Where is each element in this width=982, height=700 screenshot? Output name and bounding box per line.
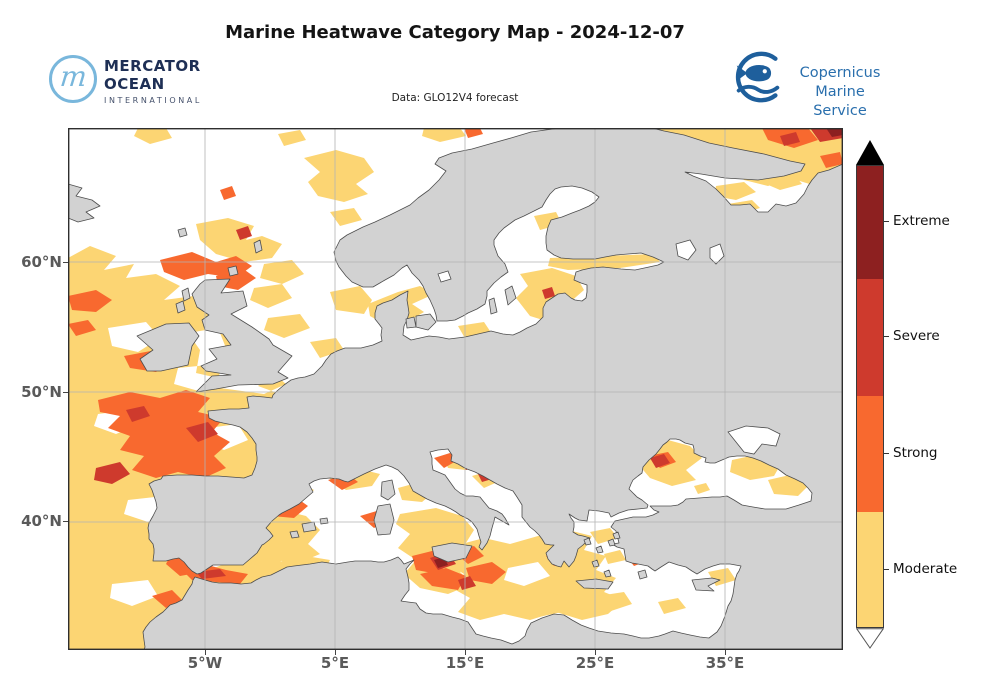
island-ireland [136,322,200,372]
patch-strong-far-west [68,290,112,336]
lon-tick-35e [725,650,727,655]
island-sicily [431,542,473,563]
lat-tick-40n [63,521,68,523]
land-layer [67,127,844,651]
colorbar-tick-severe [884,336,889,338]
mercator-line2: OCEAN [104,75,165,93]
lon-label-5e: 5°E [320,654,350,672]
patch-moderate-scotland-shelf [196,218,304,284]
lat-label-40n: 40°N [21,512,62,530]
lon-label-15e: 15°E [445,654,485,672]
lat-label-60n: 60°N [21,253,62,271]
colorbar-label-strong: Strong [893,445,938,461]
lat-tick-60n [63,262,68,264]
land-eurasia-africa [142,127,844,651]
lake-ladoga [675,239,697,261]
mercator-line3: INTERNATIONAL [104,96,202,105]
lon-label-25e: 25°E [575,654,615,672]
lon-tick-15e [465,650,467,655]
patch-severe-scotland-dot [236,226,252,240]
lake-vanern [437,270,452,283]
patch-moderate-norwegian-sea [134,128,466,226]
patch-severe-barents [780,128,843,146]
lat-label-50n: 50°N [21,383,62,401]
colorbar-bar [856,165,884,628]
patch-severe-black-sea-nw [650,454,670,468]
colorbar-label-moderate: Moderate [893,561,958,577]
patch-moderate-baltic [458,212,660,340]
sea-of-azov [727,425,781,455]
island-iceland-tip [67,183,101,223]
mercator-ocean-logo: m [49,55,97,103]
colorbar-segment-moderate [857,512,883,627]
lon-label-35e: 35°E [705,654,745,672]
lake-onega [709,243,725,265]
mercator-ocean-wordmark: MERCATOR OCEAN INTERNATIONAL [104,57,202,105]
islands-denmark [405,313,437,331]
lon-tick-5w [205,650,207,655]
island-sardinia [373,503,395,536]
colorbar-tick-moderate [884,569,889,571]
copernicus-fish-icon [727,49,789,111]
graticule-layer [68,128,843,650]
colorbar-label-severe: Severe [893,328,940,344]
lat-tick-50n [63,392,68,394]
islands-baltic [488,285,517,315]
lon-tick-25e [595,650,597,655]
colorbar-tick-extreme [884,221,889,223]
lakes-layer [437,239,781,455]
patch-strong-nw-streak [160,252,256,290]
islands-aegean [583,531,648,580]
mercator-monogram-icon: m [58,60,89,93]
mercator-line1: MERCATOR [104,57,201,75]
category-colorbar: Extreme Severe Strong Moderate [856,140,982,652]
patch-severe-biscay [94,406,218,484]
colorbar-segment-extreme [857,166,883,279]
colorbar-lower-arrow-icon [856,628,884,649]
colorbar-upper-arrow-icon [856,140,884,165]
copernicus-wordmark: Copernicus Marine Service [790,64,890,121]
colorbar-tick-strong [884,453,889,455]
lon-tick-5e [335,650,337,655]
copernicus-line1: Copernicus [799,65,881,81]
colorbar-segment-strong [857,396,883,512]
colorbar-label-extreme: Extreme [893,213,950,229]
copernicus-line2: Marine Service [813,84,867,119]
patch-moderate-white-sea [714,172,802,214]
islands-balearic [289,517,329,539]
patch-moderate-ionian [448,530,624,620]
island-cyprus [691,577,721,592]
lon-label-5w: 5°W [187,654,223,672]
island-corsica [380,479,396,501]
patch-severe-baltic-dot [542,287,555,299]
map-frame [67,127,843,650]
data-source-caption: Data: GLO12V4 forecast [391,92,519,104]
patch-moderate-black-sea [638,440,810,496]
page-title: Marine Heatwave Category Map - 2024-12-0… [225,22,685,43]
island-crete [575,578,614,590]
islands-scotland-north [175,227,263,314]
patch-moderate-east-mediterranean [512,568,736,618]
marine-heatwave-map [67,127,844,651]
colorbar-segment-severe [857,279,883,396]
